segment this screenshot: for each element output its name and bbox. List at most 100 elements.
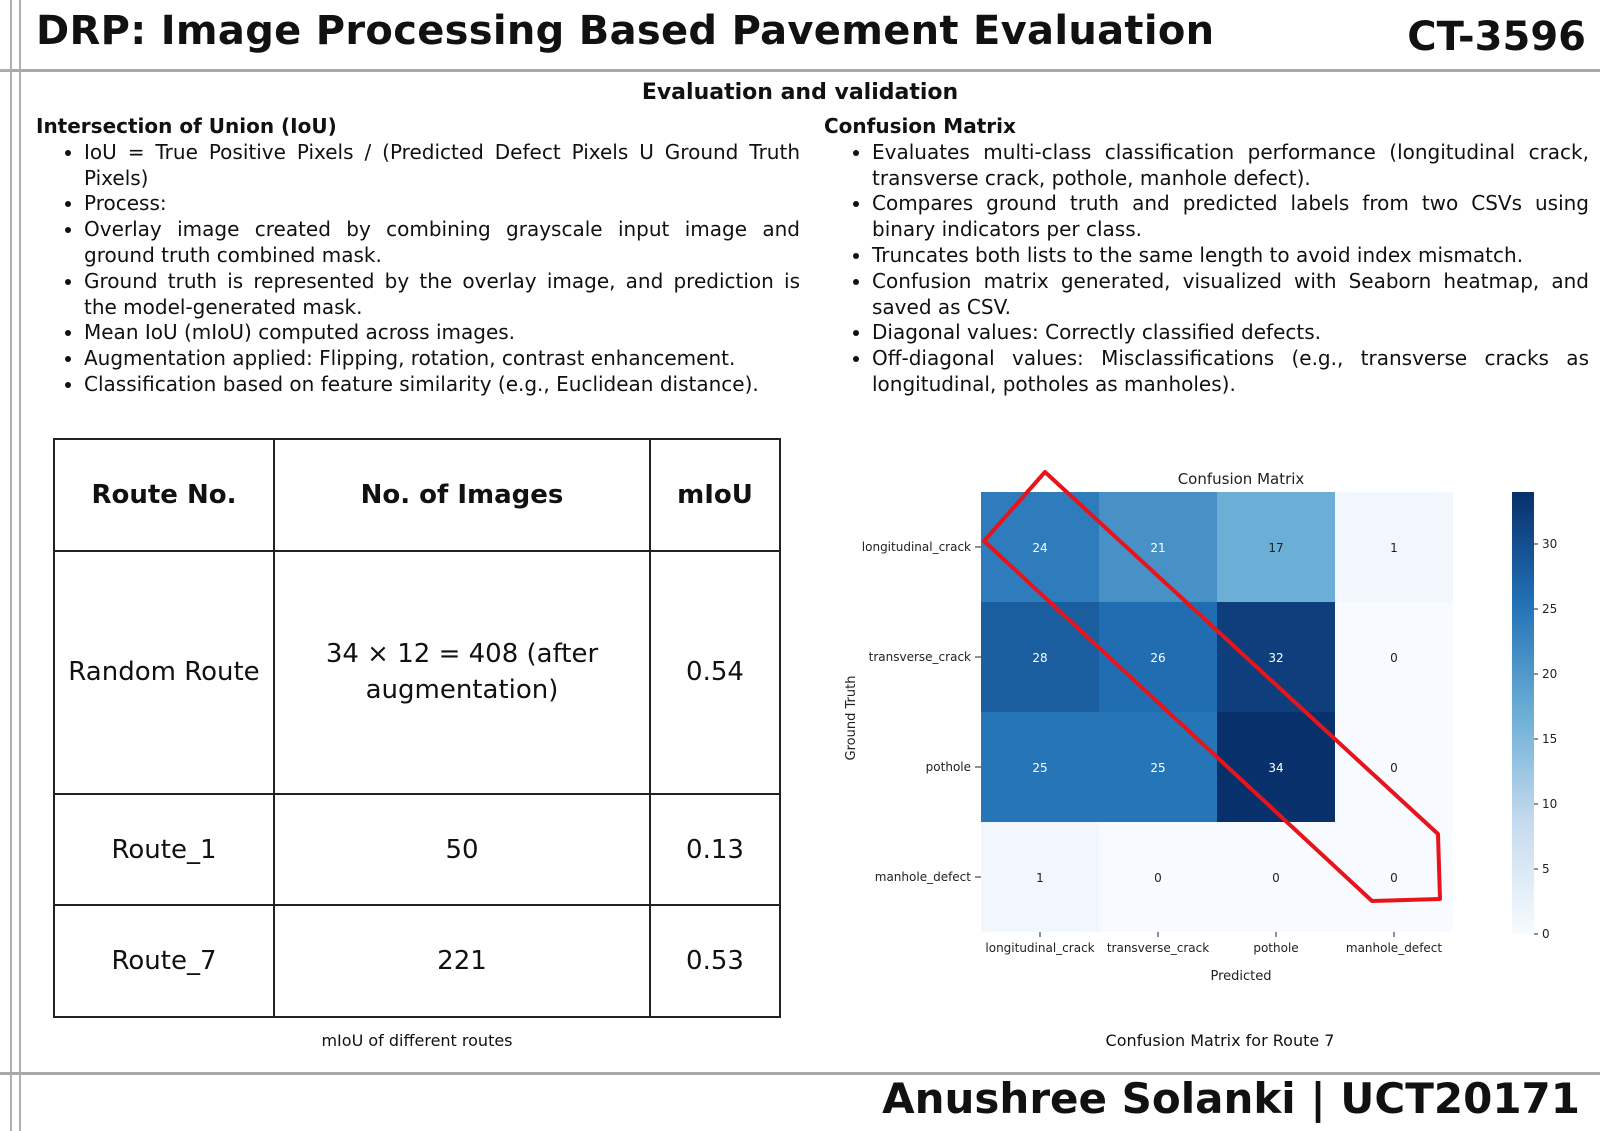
table-cell: 0.53 xyxy=(649,904,781,1018)
list-item: IoU = True Positive Pixels / (Predicted … xyxy=(84,140,800,192)
x-tick-label: longitudinal_crack xyxy=(985,941,1094,955)
colorbar-tick-label: 0 xyxy=(1542,927,1550,941)
heatmap-cell-label: 0 xyxy=(1390,651,1398,665)
heatmap-cell-label: 1 xyxy=(1390,541,1398,555)
list-item: Overlay image created by combining grays… xyxy=(84,217,800,269)
list-item: Compares ground truth and predicted labe… xyxy=(872,191,1589,243)
confusion-matrix-heading: Confusion Matrix xyxy=(824,114,1016,138)
heatmap-cell-label: 34 xyxy=(1268,761,1283,775)
table-row: Random Route 34 × 12 = 408 (after augmen… xyxy=(53,549,781,795)
list-item: Process: xyxy=(84,191,800,217)
chart-caption: Confusion Matrix for Route 7 xyxy=(1105,1031,1335,1050)
colorbar xyxy=(1512,492,1534,934)
confusion-matrix-section: Confusion Matrix Evaluates multi-class c… xyxy=(824,114,1589,398)
colorbar-tick-label: 15 xyxy=(1542,732,1557,746)
confusion-bullet-list: Evaluates multi-class classification per… xyxy=(824,140,1589,398)
colorbar-tick-label: 5 xyxy=(1542,862,1550,876)
table-row: Route_1 50 0.13 xyxy=(53,792,781,907)
heatmap-cell-label: 25 xyxy=(1150,761,1165,775)
section-title: Evaluation and validation xyxy=(641,80,959,105)
x-tick-label: manhole_defect xyxy=(1346,941,1443,955)
header-divider xyxy=(0,69,1600,72)
heatmap-cell-label: 0 xyxy=(1272,871,1280,885)
colorbar-tick-label: 25 xyxy=(1542,602,1557,616)
list-item: Confusion matrix generated, visualized w… xyxy=(872,269,1589,321)
x-tick-label: pothole xyxy=(1253,941,1298,955)
chart-title: Confusion Matrix xyxy=(1178,470,1305,488)
heatmap-cell-label: 28 xyxy=(1032,651,1047,665)
list-item: Off-diagonal values: Misclassifications … xyxy=(872,346,1589,398)
table-header-cell: mIoU xyxy=(649,438,781,552)
table-cell: Route_7 xyxy=(53,904,275,1018)
table-header-row: Route No. No. of Images mIoU xyxy=(53,438,781,552)
list-item: Diagonal values: Correctly classified de… xyxy=(872,320,1589,346)
course-code: CT-3596 xyxy=(1407,14,1586,60)
heatmap-cell-label: 24 xyxy=(1032,541,1047,555)
heatmap-cell-label: 25 xyxy=(1032,761,1047,775)
heatmap-cell-label: 17 xyxy=(1268,541,1283,555)
table-header-cell: Route No. xyxy=(53,438,275,552)
frame-line-left-1 xyxy=(10,0,12,1131)
heatmap-cell xyxy=(1099,602,1217,712)
list-item: Ground truth is represented by the overl… xyxy=(84,269,800,321)
confusion-matrix-heatmap: Confusion Matrix 24 21 17 1 28 26 32 0 25 25 34 0 1 0… xyxy=(844,470,1557,984)
list-item: Truncates both lists to the same length … xyxy=(872,243,1589,269)
colorbar-ticks: 0 5 10 15 20 25 30 xyxy=(1534,537,1557,941)
heatmap-cell-label: 26 xyxy=(1150,651,1165,665)
heatmap-cell xyxy=(1099,712,1217,822)
heatmap-cell xyxy=(1335,712,1453,822)
frame-line-left-2 xyxy=(19,0,21,1131)
y-tick-labels: longitudinal_crack transverse_crackpothol… xyxy=(862,540,981,884)
table-cell: Route_1 xyxy=(53,792,275,907)
heatmap-cell xyxy=(1335,822,1453,932)
heatmap-cell xyxy=(1217,712,1335,822)
table-cell: 34 × 12 = 408 (after augmentation) xyxy=(273,549,651,795)
footer-divider xyxy=(0,1072,1600,1075)
table-cell: 0.54 xyxy=(649,549,781,795)
y-tick-label: pothole xyxy=(926,760,971,774)
heatmap-cell xyxy=(1099,492,1217,602)
heatmap-cell-label: 32 xyxy=(1268,651,1283,665)
colorbar-tick-label: 30 xyxy=(1542,537,1557,551)
frame-tick-top xyxy=(0,69,12,71)
heatmap-cell xyxy=(1217,822,1335,932)
table-caption: mIoU of different routes xyxy=(321,1031,513,1050)
y-tick-label: transverse_crack xyxy=(869,650,971,664)
diagonal-highlight-outline xyxy=(982,470,1442,903)
table-cell: 50 xyxy=(273,792,651,907)
table-cell: Random Route xyxy=(53,549,275,795)
table-cell: 0.13 xyxy=(649,792,781,907)
heatmap-cell-label: 0 xyxy=(1390,871,1398,885)
heatmap-cell xyxy=(1335,602,1453,712)
page-title: DRP: Image Processing Based Pavement Eva… xyxy=(36,8,1215,54)
iou-heading: Intersection of Union (IoU) xyxy=(36,114,337,138)
list-item: Evaluates multi-class classification per… xyxy=(872,140,1589,192)
heatmap-cell xyxy=(1335,492,1453,602)
heatmap-cell xyxy=(981,492,1099,602)
miou-table: Route No. No. of Images mIoU Random Rout… xyxy=(53,438,781,1018)
heatmap-cell xyxy=(981,712,1099,822)
iou-section: Intersection of Union (IoU) IoU = True P… xyxy=(36,114,800,398)
y-tick-label: longitudinal_crack xyxy=(862,540,971,554)
table-header-cell: No. of Images xyxy=(273,438,651,552)
heatmap-cell-label: 0 xyxy=(1154,871,1162,885)
table-row: Route_7 221 0.53 xyxy=(53,904,781,1018)
table-cell: 221 xyxy=(273,904,651,1018)
heatmap-cell xyxy=(1099,822,1217,932)
list-item: Augmentation applied: Flipping, rotation… xyxy=(84,346,800,372)
heatmap-cell-label: 0 xyxy=(1390,761,1398,775)
heatmap-cells: 24 21 17 1 28 26 32 0 25 25 34 0 1 0 0 0 xyxy=(981,492,1453,932)
iou-bullet-list: IoU = True Positive Pixels / (Predicted … xyxy=(36,140,800,398)
heatmap-cell xyxy=(981,602,1099,712)
colorbar-tick-label: 10 xyxy=(1542,797,1557,811)
heatmap-cell-label: 21 xyxy=(1150,541,1165,555)
y-axis-label: Ground Truth xyxy=(844,676,859,761)
heatmap-cell xyxy=(1217,492,1335,602)
list-item: Classification based on feature similari… xyxy=(84,372,800,398)
colorbar-tick-label: 20 xyxy=(1542,667,1557,681)
heatmap-cell xyxy=(1217,602,1335,712)
x-axis-label: Predicted xyxy=(1210,969,1271,984)
author-footer: Anushree Solanki | UCT20171 xyxy=(882,1074,1580,1123)
list-item: Mean IoU (mIoU) computed across images. xyxy=(84,320,800,346)
x-tick-labels: longitudinal_crack transverse_crack pothol… xyxy=(985,932,1442,955)
